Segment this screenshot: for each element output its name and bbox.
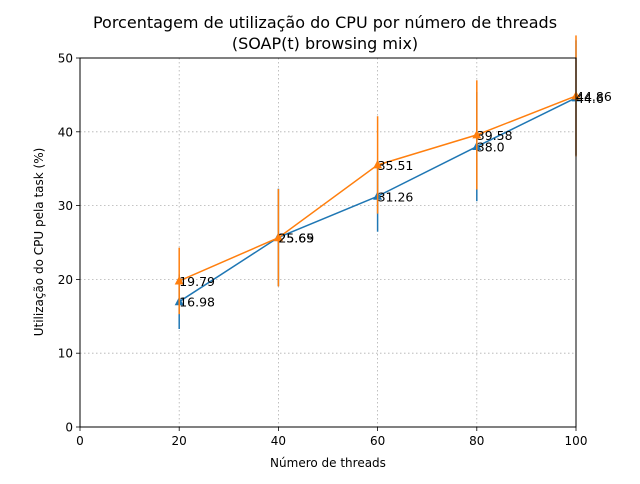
grid-lines <box>79 57 577 428</box>
data-point <box>273 232 283 242</box>
data-label: 38.0 <box>477 140 505 155</box>
series-1: 16.98 25.69 31.26 38.0 44.6 <box>174 40 604 329</box>
y-tick-label: 50 <box>58 52 73 66</box>
x-tick-label: 100 <box>565 434 588 448</box>
data-label: 25.69 <box>278 230 314 245</box>
data-label: 44.6 <box>576 91 604 106</box>
data-point <box>373 159 383 169</box>
y-tick-label: 20 <box>58 273 73 287</box>
data-point <box>472 129 482 139</box>
x-axis-label: Número de threads <box>270 456 386 470</box>
y-axis-ticks: 0 10 20 30 40 50 <box>58 52 80 435</box>
data-label: 19.79 <box>179 274 215 289</box>
data-label: 35.51 <box>378 158 414 173</box>
plot-frame <box>79 57 577 428</box>
chart-title: Porcentagem de utilização do CPU por núm… <box>93 13 557 32</box>
x-tick-label: 60 <box>370 434 385 448</box>
data-label: 44.86 <box>576 89 612 104</box>
data-label: 16.98 <box>179 295 215 310</box>
x-tick-label: 80 <box>469 434 484 448</box>
series-layer: 16.98 25.69 31.26 38.0 44.6 19.79 25.65 35.51 39… <box>174 35 612 329</box>
series-2: 19.79 25.65 35.51 39.58 44.86 <box>174 35 612 315</box>
y-tick-label: 10 <box>58 347 73 361</box>
y-tick-label: 30 <box>58 199 73 213</box>
y-tick-label: 0 <box>65 421 73 435</box>
data-label: 25.65 <box>278 231 314 246</box>
y-axis-label: Utilização do CPU pela task (%) <box>32 148 46 337</box>
data-label: 39.58 <box>477 128 513 143</box>
x-tick-label: 0 <box>76 434 84 448</box>
x-axis-ticks: 0 20 40 60 80 100 <box>76 427 587 448</box>
chart-subtitle: (SOAP(t) browsing mix) <box>232 34 418 53</box>
y-tick-label: 40 <box>58 125 73 139</box>
x-tick-label: 20 <box>172 434 187 448</box>
x-tick-label: 40 <box>271 434 286 448</box>
data-label: 31.26 <box>378 189 414 204</box>
data-point <box>174 275 184 285</box>
